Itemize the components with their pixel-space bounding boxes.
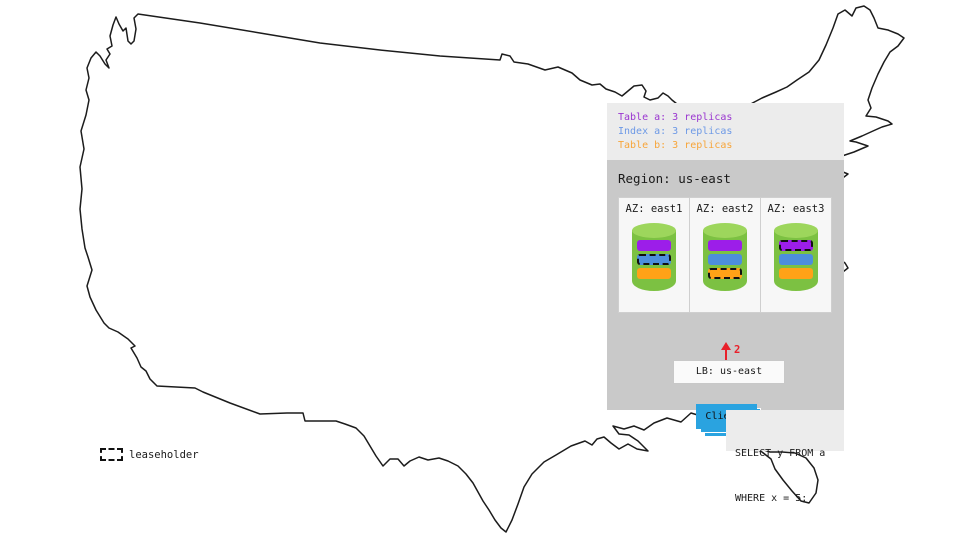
region-title: Region: us-east xyxy=(618,171,731,186)
leaseholder-legend: leaseholder xyxy=(100,448,199,461)
replica-bar-table-b xyxy=(779,268,813,279)
load-balancer-box: LB: us-east xyxy=(673,360,785,384)
replication-panel: Table a: 3 replicas Index a: 3 replicas … xyxy=(607,103,844,437)
cylinder-top xyxy=(774,223,818,238)
replica-bar-index-a-leaseholder xyxy=(637,254,671,265)
leaseholder-label: leaseholder xyxy=(129,448,199,461)
arrow-step-label: 2 xyxy=(734,344,741,356)
replica-bar-table-a-leaseholder xyxy=(779,240,813,251)
az-box: AZ: east1 xyxy=(618,197,690,313)
sql-query-line2: WHERE x = 5; xyxy=(735,493,808,504)
replica-legend: Table a: 3 replicas Index a: 3 replicas … xyxy=(607,103,844,160)
replica-bar-table-b xyxy=(637,268,671,279)
az-label: AZ: east2 xyxy=(696,203,754,215)
replica-bars xyxy=(779,240,813,282)
request-arrow xyxy=(725,349,727,362)
legend-table-a: Table a: 3 replicas xyxy=(618,112,733,123)
replica-bar-index-a xyxy=(708,254,742,265)
legend-index-a: Index a: 3 replicas xyxy=(618,126,733,137)
request-arrow-head xyxy=(721,342,731,350)
az-label: AZ: east1 xyxy=(625,203,683,215)
az-row: AZ: east1 AZ: east2 AZ: east3 xyxy=(618,197,832,313)
replica-bars xyxy=(708,240,742,282)
region-box: Region: us-east AZ: east1 AZ: east2 AZ: ea… xyxy=(607,160,844,437)
database-cylinder xyxy=(632,223,676,291)
replica-bars xyxy=(637,240,671,282)
replica-bar-table-a xyxy=(637,240,671,251)
leaseholder-swatch xyxy=(100,448,123,461)
az-box: AZ: east3 xyxy=(760,197,832,313)
sql-query-box: SELECT y FROM a WHERE x = 5; xyxy=(726,410,844,504)
az-label: AZ: east3 xyxy=(767,203,825,215)
replica-bar-table-b-leaseholder xyxy=(708,268,742,279)
database-cylinder xyxy=(774,223,818,291)
legend-table-b: Table b: 3 replicas xyxy=(618,140,733,151)
cylinder-top xyxy=(632,223,676,238)
replica-bar-index-a xyxy=(779,254,813,265)
az-box: AZ: east2 xyxy=(689,197,761,313)
database-cylinder xyxy=(703,223,747,291)
replica-bar-table-a xyxy=(708,240,742,251)
sql-query-line1: SELECT y FROM a xyxy=(735,448,826,459)
cylinder-top xyxy=(703,223,747,238)
